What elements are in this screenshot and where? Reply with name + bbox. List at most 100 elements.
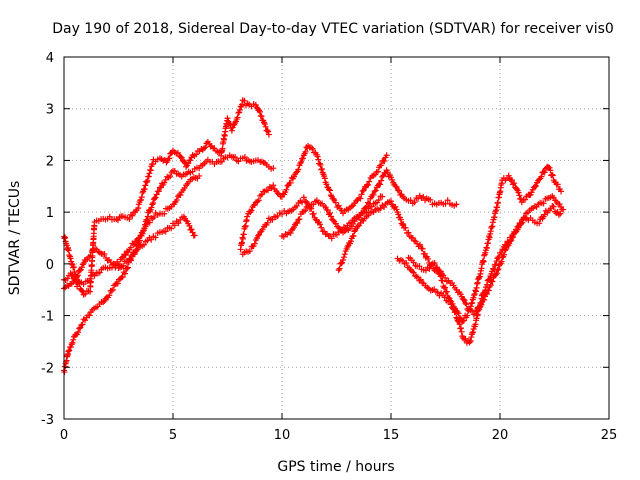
data-point-marker [377,205,384,212]
data-point-marker [255,197,262,204]
data-point-marker [91,272,98,279]
data-point-marker [187,157,194,164]
data-point-marker [549,203,556,210]
data-point-marker [417,241,424,248]
data-point-marker [126,216,133,223]
data-point-marker [166,155,173,162]
data-point-marker [519,219,526,226]
data-point-marker [293,202,300,209]
data-point-marker [321,175,328,182]
data-point-marker [393,183,400,190]
data-point-marker [146,170,153,177]
data-point-marker [137,232,144,239]
tick-layer: 0 5 10 15 20 25 -3 -2 -1 0 1 2 3 4 [41,51,617,443]
data-point-marker [403,259,410,266]
data-point-marker [302,207,309,214]
data-point-marker [427,196,434,203]
data-point-marker [462,300,469,307]
data-point-marker [460,296,467,303]
data-point-marker [402,224,409,231]
data-point-marker [70,336,77,343]
data-point-marker [505,172,512,179]
data-point-marker [492,271,499,278]
data-point-marker [240,231,247,238]
data-point-marker [389,176,396,183]
data-point-marker [66,252,73,259]
data-point-marker [101,251,108,258]
data-point-marker [265,187,272,194]
data-point-marker [167,173,174,180]
grid-layer [64,57,609,419]
data-point-marker [258,113,265,120]
data-point-marker [434,264,441,271]
data-point-marker [508,177,515,184]
data-point-marker [540,200,547,207]
x-tick-label: 15 [383,428,400,443]
data-point-marker [153,191,160,198]
data-point-marker [309,145,316,152]
x-tick-label: 5 [169,428,177,443]
data-point-marker [372,187,379,194]
data-point-marker [454,308,461,315]
y-tick-label: 4 [46,51,54,66]
data-point-marker [261,121,268,128]
data-point-marker [508,237,515,244]
data-point-marker [196,172,203,179]
data-point-marker [302,148,309,155]
data-point-marker [381,158,388,165]
x-tick-label: 10 [274,428,291,443]
data-point-marker [449,300,456,307]
data-point-marker [175,220,182,227]
y-tick-label: 2 [46,154,54,169]
data-point-marker [485,287,492,294]
data-point-marker [148,204,155,211]
data-point-marker [395,211,402,218]
data-point-marker [323,181,330,188]
data-point-marker [393,206,400,213]
data-point-marker [145,173,152,180]
data-point-marker [365,181,372,188]
data-point-marker [330,217,337,224]
data-point-marker [76,267,83,274]
series-track-c [61,172,203,290]
data-point-marker [265,131,272,138]
data-point-marker [191,232,198,239]
data-point-marker [431,259,438,266]
data-point-marker [470,311,477,318]
data-point-marker [270,165,277,172]
data-point-marker [235,109,242,116]
data-point-marker [76,325,83,332]
data-point-marker [241,97,248,104]
y-tick-label: -2 [41,361,54,376]
data-point-marker [487,282,494,289]
data-point-marker [493,270,500,277]
data-point-marker [264,219,271,226]
data-point-marker [338,260,345,267]
series-track-j [405,203,567,318]
data-point-marker [471,292,478,299]
data-point-marker [246,248,253,255]
data-point-marker [461,297,468,304]
data-point-marker [124,264,131,271]
data-point-marker [456,314,463,321]
data-point-marker [149,201,156,208]
data-point-marker [185,160,192,167]
data-point-marker [538,173,545,180]
data-point-marker [65,348,72,355]
data-point-marker [532,182,539,189]
data-point-marker [326,186,333,193]
data-point-marker [374,168,381,175]
marker-layer [61,97,567,376]
data-point-marker [377,181,384,188]
x-tick-label: 0 [60,428,68,443]
data-point-marker [294,220,301,227]
data-point-marker [152,194,159,201]
data-point-marker [522,196,529,203]
data-point-marker [560,206,567,213]
data-point-marker [558,188,565,195]
y-tick-label: -3 [41,413,54,428]
data-point-marker [79,321,86,328]
data-point-marker [501,251,508,258]
data-point-marker [118,254,125,261]
data-point-marker [138,196,145,203]
